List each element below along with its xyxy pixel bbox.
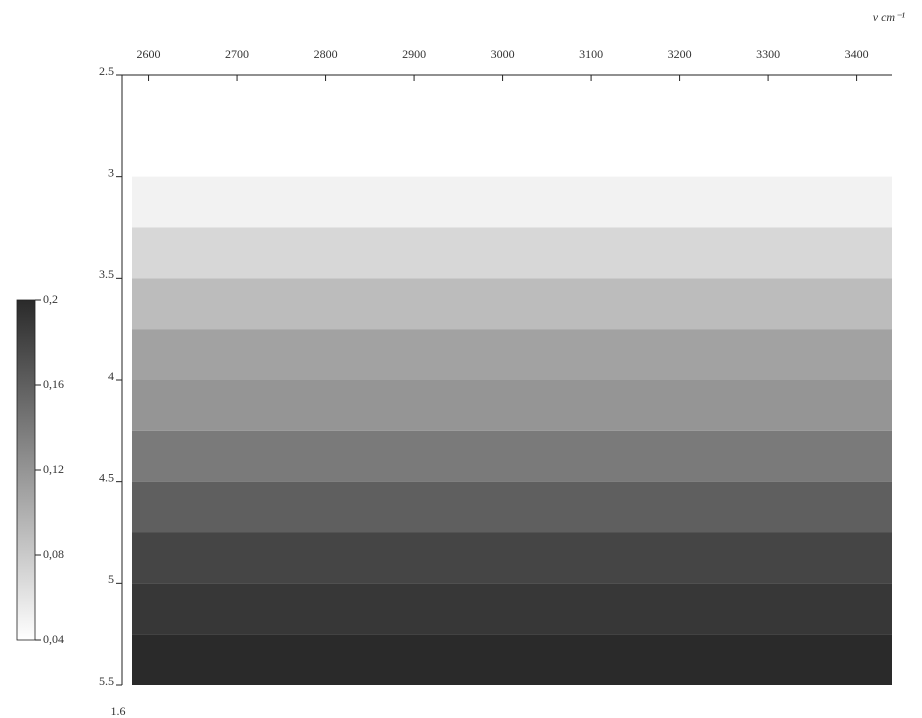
heat-cell bbox=[132, 227, 892, 279]
heat-cell bbox=[132, 75, 892, 126]
heat-cell bbox=[132, 329, 892, 380]
x-axis-label: ν cm⁻¹ bbox=[873, 10, 906, 24]
colorbar-tick-label: 0,08 bbox=[43, 547, 64, 561]
heat-cell bbox=[132, 176, 892, 228]
colorbar-tick-label: 0,16 bbox=[43, 377, 64, 391]
heat-cell bbox=[132, 532, 892, 584]
heat-cell bbox=[132, 125, 892, 177]
x-tick-label: 2800 bbox=[314, 47, 338, 61]
y-tick-label: 2.5 bbox=[99, 64, 114, 78]
heat-cell bbox=[132, 634, 892, 685]
heat-cell bbox=[132, 278, 892, 330]
y-tick-label: 4 bbox=[108, 369, 114, 383]
y-tick-label: 5.5 bbox=[99, 674, 114, 688]
annotation: 1.6 bbox=[111, 704, 126, 718]
x-tick-label: 3300 bbox=[756, 47, 780, 61]
x-tick-label: 3200 bbox=[668, 47, 692, 61]
heat-cell bbox=[132, 430, 892, 482]
x-tick-label: 3100 bbox=[579, 47, 603, 61]
y-tick-label: 3.5 bbox=[99, 267, 114, 281]
colorbar-tick-label: 0,04 bbox=[43, 632, 64, 646]
y-tick-label: 4.5 bbox=[99, 470, 114, 484]
y-tick-label: 5 bbox=[108, 572, 114, 586]
x-tick-label: 3400 bbox=[845, 47, 869, 61]
x-tick-label: 2700 bbox=[225, 47, 249, 61]
x-tick-label: 2600 bbox=[137, 47, 161, 61]
colorbar-tick-label: 0,2 bbox=[43, 292, 58, 306]
heat-cell bbox=[132, 481, 892, 533]
colorbar-tick-label: 0,12 bbox=[43, 462, 64, 476]
x-tick-label: 2900 bbox=[402, 47, 426, 61]
x-tick-label: 3000 bbox=[491, 47, 515, 61]
colorbar bbox=[16, 299, 36, 641]
heat-cell bbox=[132, 583, 892, 635]
y-tick-label: 3 bbox=[108, 165, 114, 179]
heat-cell bbox=[132, 380, 892, 431]
